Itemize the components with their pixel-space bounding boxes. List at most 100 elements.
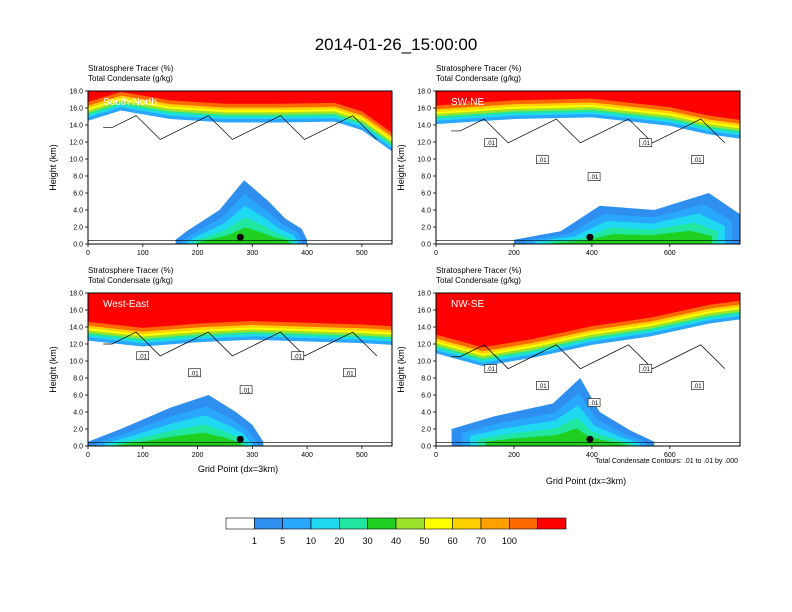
colorbar-swatch — [339, 517, 368, 530]
x-tick-label: 400 — [301, 250, 313, 257]
contour-label: .01 — [538, 384, 547, 390]
y-tick-label: 14.0 — [69, 123, 83, 130]
y-tick-label: 16.0 — [69, 308, 83, 315]
y-tick-label: 0.0 — [421, 242, 431, 249]
y-tick-label: 10.0 — [417, 359, 431, 366]
y-tick-label: 6.0 — [421, 191, 431, 198]
contour-label: .01 — [487, 367, 496, 373]
y-tick-label: 2.0 — [421, 427, 431, 434]
x-tick-label: 0 — [434, 250, 438, 257]
y-tick-label: 12.0 — [417, 342, 431, 349]
x-axis-label: Grid Point (dx=3km) — [198, 464, 278, 474]
y-tick-label: 18.0 — [69, 89, 83, 96]
colorbar-label: 40 — [391, 536, 401, 546]
y-tick-label: 4.0 — [73, 208, 83, 215]
y-tick-label: 6.0 — [73, 191, 83, 198]
colorbar-label: 70 — [476, 536, 486, 546]
y-tick-label: 10.0 — [69, 157, 83, 164]
colorbar-swatch — [509, 517, 538, 530]
colorbar-swatch — [367, 517, 397, 530]
colorbar-label: 100 — [502, 536, 517, 546]
panel-title-line1: Stratosphere Tracer (%) — [88, 64, 174, 73]
colorbar-label: 10 — [306, 536, 316, 546]
colorbar-swatch — [282, 517, 312, 530]
x-tick-label: 200 — [508, 250, 520, 257]
x-tick-label: 200 — [508, 452, 520, 459]
condensate-contour — [103, 331, 378, 357]
y-axis-label: Height (km) — [396, 346, 406, 393]
panel-1: South-North Stratosphere Tracer (%)Total … — [48, 64, 393, 257]
contour-note: Total Condensate Contours: .01 to .01 by… — [595, 458, 738, 465]
y-tick-label: 12.0 — [417, 140, 431, 147]
condensate-contour — [451, 118, 726, 144]
panel-title-line2: Total Condensate (g/kg) — [436, 276, 521, 285]
colorbar-label: 1 — [252, 536, 257, 546]
contour-label-box — [484, 138, 498, 147]
y-axis-label: Height (km) — [48, 144, 58, 191]
y-tick-label: 2.0 — [421, 225, 431, 232]
y-tick-label: 18.0 — [417, 89, 431, 96]
y-axis-label: Height (km) — [48, 346, 58, 393]
y-tick-label: 2.0 — [73, 427, 83, 434]
contour-label-box — [136, 351, 150, 361]
y-tick-label: 0.0 — [421, 444, 431, 451]
contour-label-box — [536, 381, 549, 390]
colorbar-label: 50 — [419, 536, 429, 546]
x-tick-label: 200 — [192, 250, 204, 257]
y-tick-label: 14.0 — [69, 325, 83, 332]
y-tick-label: 14.0 — [417, 123, 431, 130]
tracer-band-level-8 — [436, 91, 740, 120]
contour-label: .01 — [642, 367, 651, 373]
panel-title-line1: Stratosphere Tracer (%) — [88, 266, 174, 275]
figure-title: 2014-01-26_15:00:00 — [315, 35, 478, 54]
condensate-contour — [103, 115, 378, 140]
contour-label-box — [536, 155, 549, 164]
colorbar-label: 30 — [363, 536, 373, 546]
x-tick-label: 0 — [434, 452, 438, 459]
y-tick-label: 16.0 — [69, 106, 83, 113]
colorbar-swatch — [310, 517, 340, 530]
panel-label: NW-SE — [451, 299, 484, 310]
contour-label-box — [691, 155, 704, 164]
x-tick-label: 100 — [137, 452, 149, 459]
contour-label: .01 — [294, 354, 303, 360]
colorbar-swatch — [424, 517, 453, 530]
location-marker — [236, 435, 244, 443]
y-tick-label: 4.0 — [421, 410, 431, 417]
contour-label: .01 — [538, 158, 547, 164]
y-tick-label: 2.0 — [73, 225, 83, 232]
y-tick-label: 10.0 — [69, 359, 83, 366]
panel-title-line1: Stratosphere Tracer (%) — [436, 266, 522, 275]
y-tick-label: 16.0 — [417, 308, 431, 315]
y-tick-label: 8.0 — [421, 174, 431, 181]
contour-label: .01 — [345, 371, 354, 377]
condensate-contour — [451, 344, 726, 370]
y-tick-label: 14.0 — [417, 325, 431, 332]
contour-label: .01 — [139, 354, 148, 360]
contour-label-box — [188, 368, 201, 378]
panel-label: SW-NE — [451, 97, 484, 108]
colorbar-swatch — [480, 517, 510, 530]
contour-label: .01 — [590, 175, 599, 181]
colorbar-swatch — [395, 517, 425, 530]
contour-label: .01 — [590, 401, 599, 407]
colorbar-label: 20 — [334, 536, 344, 546]
colorbar-swatch — [537, 517, 567, 530]
x-tick-label: 400 — [586, 250, 598, 257]
colorbar-label: 5 — [280, 536, 285, 546]
colorbar: 1 5 10 20 30 40 50 60 70 100 — [225, 517, 567, 546]
y-tick-label: 10.0 — [417, 157, 431, 164]
x-tick-label: 0 — [86, 452, 90, 459]
contour-label-box — [291, 351, 305, 361]
y-tick-label: 8.0 — [73, 174, 83, 181]
y-tick-label: 12.0 — [69, 342, 83, 349]
contour-label-box — [587, 172, 601, 181]
contour-label-box — [587, 398, 601, 407]
location-marker — [236, 233, 244, 241]
colorbar-label: 60 — [448, 536, 458, 546]
tracer-field: .01 .01 .01 .01 .01 — [436, 91, 740, 244]
panel-label: West-East — [103, 299, 149, 310]
x-tick-label: 600 — [664, 250, 676, 257]
contour-label-box — [484, 364, 498, 373]
